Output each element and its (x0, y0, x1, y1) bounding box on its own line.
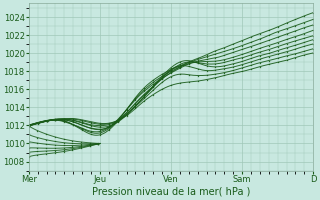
X-axis label: Pression niveau de la mer( hPa ): Pression niveau de la mer( hPa ) (92, 187, 250, 197)
